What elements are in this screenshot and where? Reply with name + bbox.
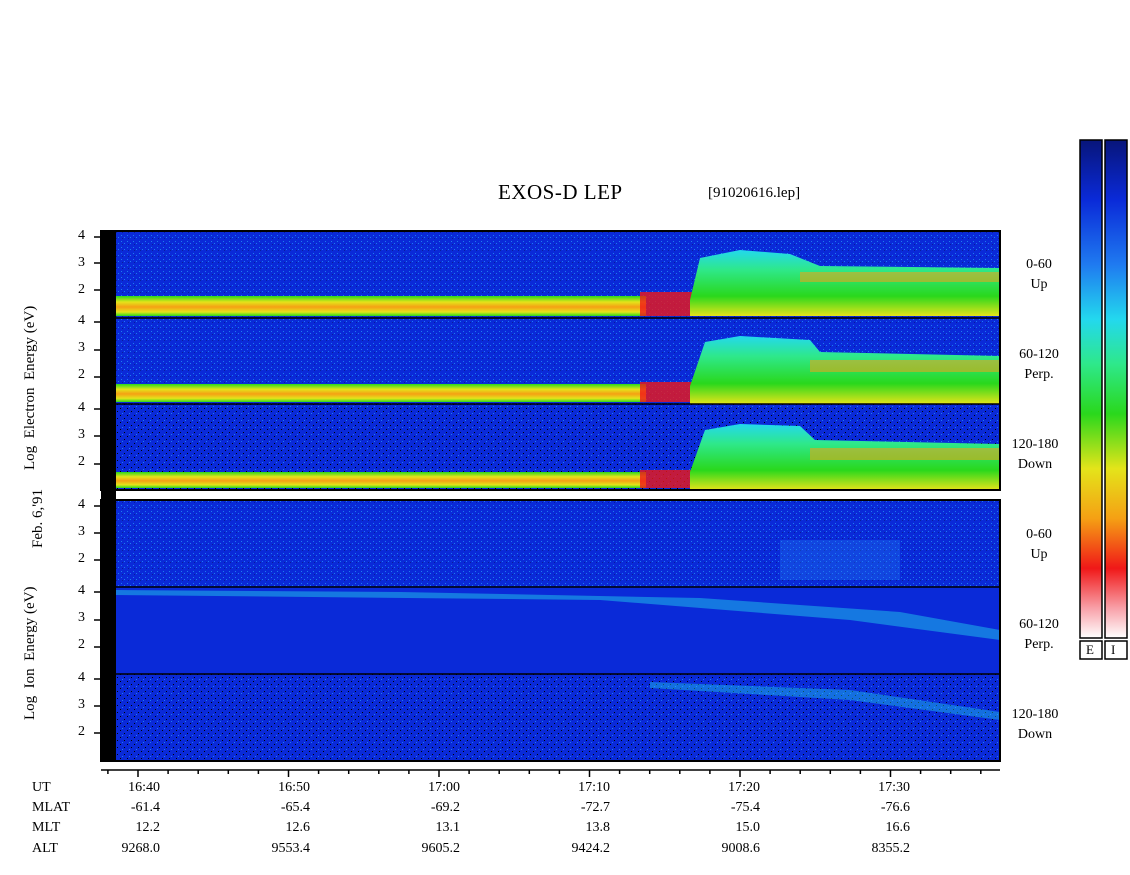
orbit-value: 13.1 [435, 820, 461, 835]
channel-label-e-down: 120-180 Down [1011, 437, 1059, 472]
x-axis-ticks [107, 770, 982, 777]
x-tick-label: 17:00 [428, 780, 460, 795]
y-axis-label-ion: Log Ion Energy (eV) [22, 586, 38, 720]
colorbar-I [1104, 139, 1128, 660]
channel-label-e-perp: 60-120 Perp. [1019, 347, 1059, 382]
y-ticks [94, 236, 101, 734]
orbit-row-label: MLAT [32, 800, 71, 815]
electron-panel-down [116, 404, 1000, 490]
ion-panel-perp [116, 587, 1000, 674]
orbit-value: -69.2 [430, 800, 460, 815]
x-tick-label: 16:40 [128, 780, 160, 795]
orbit-row-label: MLT [32, 820, 61, 835]
colorbar-E-label: E [1086, 642, 1094, 657]
ion-frame [100, 499, 1001, 762]
y-tick-label: 4 [78, 497, 85, 512]
ion-panel-down [116, 674, 1000, 761]
y-tick-label: 3 [78, 255, 85, 270]
y-tick-label: 3 [78, 340, 85, 355]
y-tick-label: 4 [78, 400, 85, 415]
y-tick-label: 2 [78, 551, 85, 566]
orbit-value: 9424.2 [571, 841, 611, 856]
x-tick-label: 17:20 [728, 780, 760, 795]
y-tick-label: 4 [78, 670, 85, 685]
y-tick-label: 3 [78, 697, 85, 712]
orbit-value: -72.7 [580, 800, 610, 815]
colorbar-E [1079, 139, 1103, 660]
y-tick-label: 2 [78, 282, 85, 297]
orbit-value: -76.6 [880, 800, 910, 815]
orbit-value: -61.4 [130, 800, 160, 815]
y-tick-label: 3 [78, 610, 85, 625]
y-tick-label: 2 [78, 454, 85, 469]
orbit-value: 9008.6 [721, 841, 761, 856]
x-tick-label: 16:50 [278, 780, 310, 795]
x-tick-label: 17:10 [578, 780, 610, 795]
orbit-row-label: ALT [32, 841, 58, 856]
orbit-value: 15.0 [735, 820, 761, 835]
channel-label-i-perp: 60-120 Perp. [1019, 617, 1059, 652]
y-tick-label: 4 [78, 228, 85, 243]
x-tick-label: 17:30 [878, 780, 910, 795]
y-tick-label: 2 [78, 367, 85, 382]
chart-title: EXOS-D LEP [498, 180, 623, 204]
ion-panel-up [101, 500, 1000, 761]
date-label: Feb. 6,'91 [30, 489, 46, 548]
y-tick-label: 2 [78, 637, 85, 652]
orbit-value: 13.8 [585, 820, 611, 835]
electron-panel-up [116, 231, 1000, 318]
y-tick-label: 3 [78, 427, 85, 442]
channel-label-i-up: 0-60 Up [1026, 527, 1052, 562]
file-name: [91020616.lep] [708, 185, 801, 201]
orbit-value: 16.6 [885, 820, 911, 835]
y-tick-label: 4 [78, 313, 85, 328]
orbit-value: 9553.4 [271, 841, 311, 856]
y-tick-label: 2 [78, 724, 85, 739]
y-tick-label: 4 [78, 583, 85, 598]
orbit-value: 12.6 [285, 820, 311, 835]
orbit-value: 9268.0 [121, 841, 161, 856]
channel-label-e-up: 0-60 Up [1026, 257, 1052, 292]
orbit-value: 12.2 [135, 820, 161, 835]
y-tick-label: 3 [78, 524, 85, 539]
channel-label-i-down: 120-180 Down [1011, 707, 1059, 742]
orbit-row-label: UT [32, 780, 51, 795]
orbit-value: 8355.2 [871, 841, 911, 856]
orbit-value: 9605.2 [421, 841, 461, 856]
orbit-value: -65.4 [280, 800, 310, 815]
orbit-value: -75.4 [730, 800, 760, 815]
electron-frame [100, 230, 1001, 491]
colorbar-I-label: I [1111, 642, 1116, 657]
electron-panel-perp [116, 318, 1000, 404]
